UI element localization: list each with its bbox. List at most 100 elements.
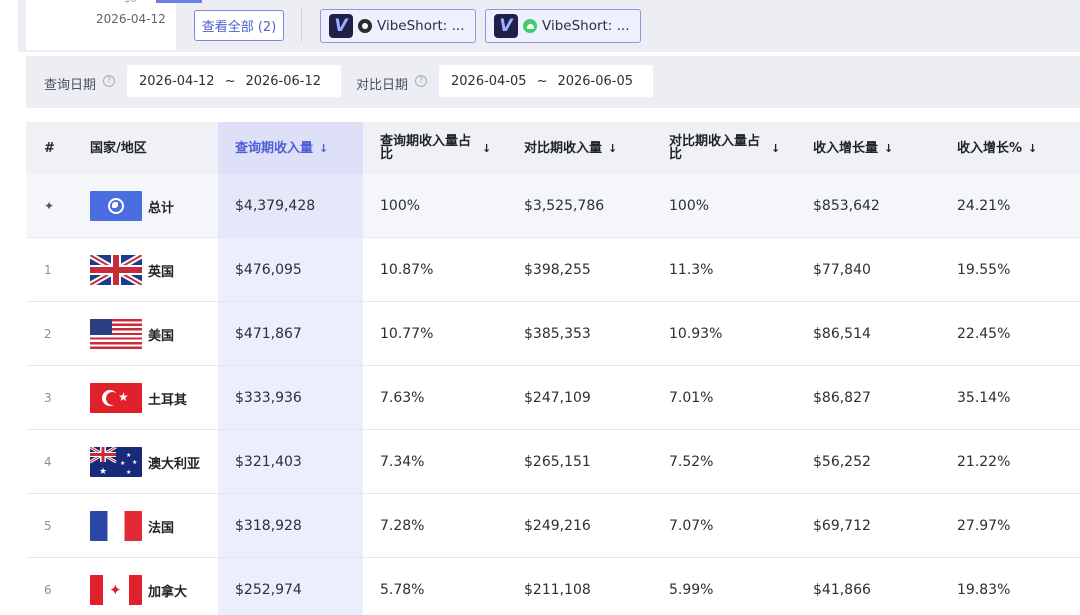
query-end-date: 2026-06-12 xyxy=(245,73,322,89)
query-share: 10.87% xyxy=(380,262,434,278)
table-row[interactable]: 1 英国 $476,095 10.87% $398,255 11.3% $77,… xyxy=(26,238,1080,302)
header-rank: # xyxy=(44,140,55,156)
table-row[interactable]: 6 ✦ 加拿大 $252,974 5.78% $211,108 5.99% $4… xyxy=(26,558,1080,615)
query-date-label: 查询日期 xyxy=(44,78,97,93)
sort-arrow-icon: ↓ xyxy=(608,141,618,155)
rank: 5 xyxy=(44,519,52,533)
query-revenue: $471,867 xyxy=(235,326,302,342)
query-revenue: $333,936 xyxy=(235,390,302,406)
query-date-picker[interactable]: 2026-04-12 ~ 2026-06-12 xyxy=(127,65,341,97)
apple-icon xyxy=(358,19,372,33)
rank: 1 xyxy=(44,263,52,277)
date-card[interactable]: $0 2026-04-12 xyxy=(26,0,202,50)
app-chip-android[interactable]: V VibeShort: ... xyxy=(485,9,641,43)
query-share: 7.34% xyxy=(380,454,425,470)
rank: 4 xyxy=(44,455,52,469)
table-row-total[interactable]: ✦ 总计 $4,379,428 100% $3,525,786 100% $85… xyxy=(26,174,1080,238)
query-share: 5.78% xyxy=(380,582,425,598)
growth-pct: 19.55% xyxy=(957,262,1011,278)
country-cell: ✦ 加拿大 xyxy=(90,558,187,615)
turkey-flag-icon: ★ xyxy=(90,383,142,413)
help-icon[interactable]: ? xyxy=(103,75,115,87)
header-query-revenue[interactable]: 查询期收入量 ↓ xyxy=(218,122,363,174)
country-name: 法国 xyxy=(148,520,175,536)
query-revenue: $318,928 xyxy=(235,518,302,534)
growth-pct: 19.83% xyxy=(957,582,1011,598)
svg-text:★: ★ xyxy=(132,459,137,466)
canada-flag-icon: ✦ xyxy=(90,575,142,605)
compare-revenue: $265,151 xyxy=(524,454,591,470)
us-flag-icon xyxy=(90,319,142,349)
header-growth[interactable]: 收入增长量 ↓ xyxy=(813,140,894,156)
compare-date-label: 对比日期 xyxy=(356,78,409,93)
table-row[interactable]: 5 法国 $318,928 7.28% $249,216 7.07% $69,7… xyxy=(26,494,1080,558)
uk-flag-icon xyxy=(90,255,142,285)
australia-flag-icon: ★ ★ ★ ★ ★ xyxy=(90,447,142,477)
query-share: 100% xyxy=(380,198,421,214)
globe-icon xyxy=(90,191,142,221)
range-separator: ~ xyxy=(536,73,548,89)
table-row[interactable]: 4 ★ ★ ★ ★ ★ xyxy=(26,430,1080,494)
sort-arrow-icon: ↓ xyxy=(884,141,894,155)
sort-arrow-icon: ↓ xyxy=(319,141,329,155)
country-cell: 法国 xyxy=(90,494,174,558)
compare-share: 7.07% xyxy=(669,518,714,534)
date-card-date: 2026-04-12 xyxy=(96,12,166,26)
country-cell: ★ 土耳其 xyxy=(90,366,187,430)
compare-revenue: $385,353 xyxy=(524,326,591,342)
vibeshort-logo-icon: V xyxy=(494,14,518,38)
growth-pct: 27.97% xyxy=(957,518,1011,534)
view-all-button[interactable]: 查看全部 (2) xyxy=(194,10,284,41)
app-name: VibeShort: ... xyxy=(542,18,630,34)
growth: $41,866 xyxy=(813,582,871,598)
country-name: 总计 xyxy=(148,200,175,216)
compare-share: 5.99% xyxy=(669,582,714,598)
divider xyxy=(301,8,302,42)
compare-revenue: $249,216 xyxy=(524,518,591,534)
header-compare-revenue[interactable]: 对比期收入量 ↓ xyxy=(524,140,618,156)
top-bar: $0 2026-04-12 查看全部 (2) V VibeShort: ... … xyxy=(0,0,1080,56)
compare-share: 10.93% xyxy=(669,326,723,342)
header-growth-pct[interactable]: 收入增长% ↓ xyxy=(957,140,1038,156)
header-compare-share[interactable]: 对比期收入量占比 ↓ xyxy=(669,134,781,162)
country-cell: 总计 xyxy=(90,174,174,238)
app-chip-ios[interactable]: V VibeShort: ... xyxy=(320,9,476,43)
query-revenue: $476,095 xyxy=(235,262,302,278)
header-query-share[interactable]: 查询期收入量占比 ↓ xyxy=(380,134,492,162)
growth-pct: 22.45% xyxy=(957,326,1011,342)
svg-text:★: ★ xyxy=(126,452,131,459)
app-name: VibeShort: ... xyxy=(377,18,465,34)
query-share: 7.28% xyxy=(380,518,425,534)
svg-text:★: ★ xyxy=(99,467,107,477)
query-revenue: $321,403 xyxy=(235,454,302,470)
query-share: 7.63% xyxy=(380,390,425,406)
query-revenue: $252,974 xyxy=(235,582,302,598)
revenue-table: # 国家/地区 查询期收入量 ↓ 查询期收入量占比 ↓ 对比期收入量 ↓ 对比期收入量… xyxy=(26,122,1080,615)
compare-revenue: $398,255 xyxy=(524,262,591,278)
query-share: 10.77% xyxy=(380,326,434,342)
country-cell: 英国 xyxy=(90,238,174,302)
compare-share: 7.01% xyxy=(669,390,714,406)
compare-date-picker[interactable]: 2026-04-05 ~ 2026-06-05 xyxy=(439,65,653,97)
pin-icon: ✦ xyxy=(44,199,55,213)
compare-end-date: 2026-06-05 xyxy=(557,73,634,89)
vibeshort-logo-icon: V xyxy=(329,14,353,38)
france-flag-icon xyxy=(90,511,142,541)
rank: 2 xyxy=(44,327,52,341)
country-cell: ★ ★ ★ ★ ★ 澳大利亚 xyxy=(90,430,200,494)
country-cell: 美国 xyxy=(90,302,174,366)
growth: $56,252 xyxy=(813,454,871,470)
compare-share: 7.52% xyxy=(669,454,714,470)
range-separator: ~ xyxy=(224,73,236,89)
country-name: 土耳其 xyxy=(148,392,188,408)
help-icon[interactable]: ? xyxy=(415,75,427,87)
table-header: # 国家/地区 查询期收入量 ↓ 查询期收入量占比 ↓ 对比期收入量 ↓ 对比期收入量… xyxy=(26,122,1080,174)
country-name: 澳大利亚 xyxy=(148,456,201,472)
compare-revenue: $3,525,786 xyxy=(524,198,605,214)
growth-pct: 35.14% xyxy=(957,390,1011,406)
table-row[interactable]: 2 美国 $471,867 10.77% $385,353 10.93% $86… xyxy=(26,302,1080,366)
header-country: 国家/地区 xyxy=(90,140,147,156)
table-row[interactable]: 3 ★ 土耳其 $333,936 7.63% $247,109 7.01% $8… xyxy=(26,366,1080,430)
growth: $86,827 xyxy=(813,390,871,406)
date-card-value: $0 xyxy=(124,0,137,5)
